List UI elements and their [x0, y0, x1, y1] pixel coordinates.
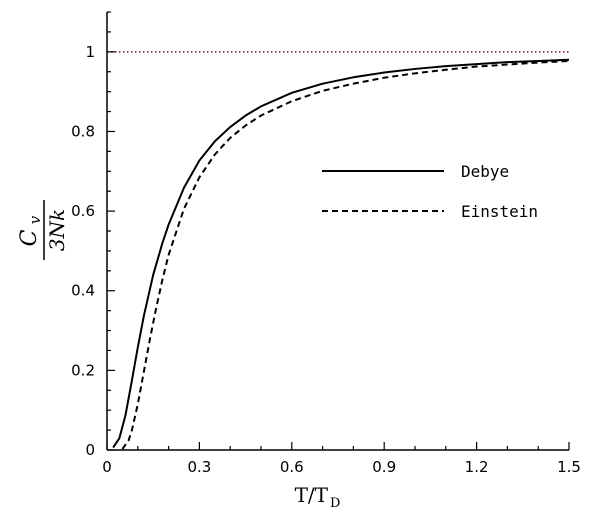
x-tick-label: 0.9	[372, 458, 396, 476]
x-axis-title: T/T	[295, 483, 329, 507]
y-tick-label: 0.2	[71, 361, 95, 379]
x-axis-title-subscript: D	[330, 496, 340, 511]
y-axis-title: C v 3Nk	[17, 200, 69, 260]
legend: Debye Einstein	[322, 162, 538, 221]
series-layer	[112, 58, 570, 450]
y-axis-title-numerator: C	[17, 229, 42, 246]
y-tick-label: 0	[85, 441, 95, 459]
y-tick-label: 1	[85, 43, 95, 61]
x-tick-label: 1.2	[465, 458, 489, 476]
legend-label-debye: Debye	[461, 162, 509, 181]
legend-label-einstein: Einstein	[461, 202, 538, 221]
y-tick-label: 0.4	[71, 282, 95, 300]
y-tick-label: 0.6	[71, 202, 95, 220]
x-tick-label: 0	[102, 458, 112, 476]
y-tick-label: 0.8	[71, 122, 95, 140]
series-line-debye	[112, 58, 570, 449]
x-tick-label: 0.3	[187, 458, 211, 476]
x-tick-label: 0.6	[280, 458, 304, 476]
y-axis-title-numerator-subscript: v	[26, 215, 44, 224]
x-tick-label: 1.5	[557, 458, 581, 476]
series-line-einstein	[121, 59, 570, 450]
ticks-layer: 0 0.3 0.6 0.9 1.2 1.5 0 0.2 0.4 0.6 0.8 1	[71, 11, 581, 476]
x-axis-title-main: T/T	[295, 483, 329, 507]
y-axis-title-denominator: 3Nk	[45, 209, 69, 251]
